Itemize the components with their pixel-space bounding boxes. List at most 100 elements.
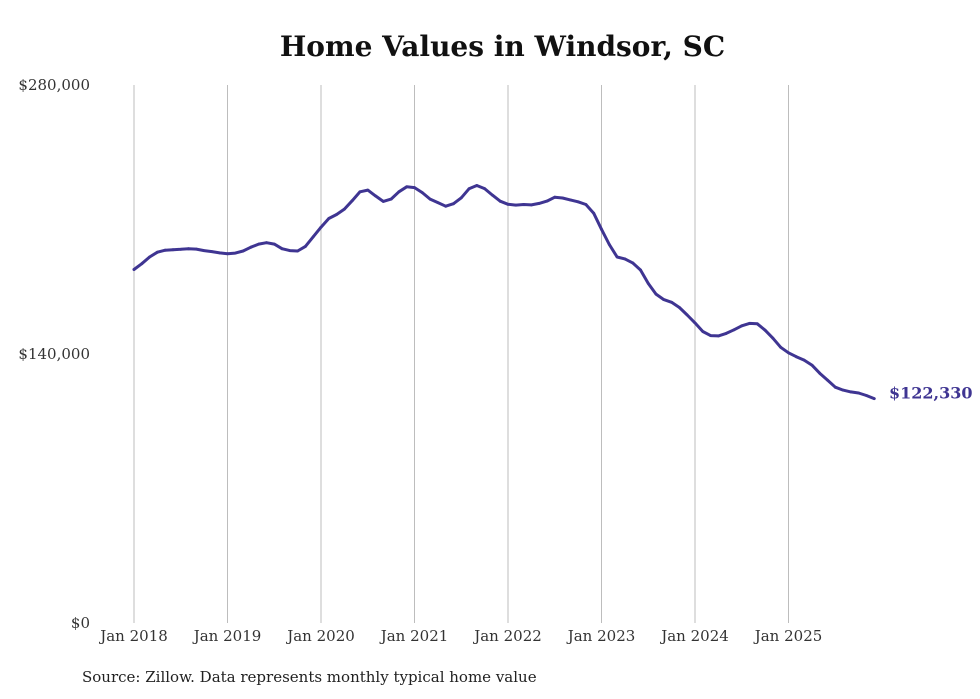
y-tick-label: $0 xyxy=(71,614,90,632)
data-point xyxy=(420,191,424,195)
data-point xyxy=(514,203,518,207)
data-point xyxy=(670,300,673,304)
data-point xyxy=(607,243,611,246)
data-point xyxy=(802,358,806,362)
data-point xyxy=(265,241,268,245)
data-point xyxy=(623,257,627,261)
data-point xyxy=(631,261,635,265)
data-point xyxy=(568,198,572,202)
data-point xyxy=(179,247,183,251)
data-point xyxy=(194,247,198,251)
x-tick-label: Jan 2019 xyxy=(192,627,262,645)
series-points xyxy=(132,184,876,400)
data-point xyxy=(272,242,276,246)
x-tick-label: Jan 2025 xyxy=(753,627,823,645)
data-point xyxy=(296,249,299,253)
data-point xyxy=(755,322,759,326)
data-point xyxy=(537,202,541,205)
data-point xyxy=(311,235,315,239)
data-point xyxy=(678,306,681,309)
data-point xyxy=(685,313,689,317)
data-point xyxy=(522,203,525,206)
data-point xyxy=(701,330,705,333)
x-tick-label: Jan 2023 xyxy=(566,627,636,645)
chart-title: Home Values in Windsor, SC xyxy=(279,30,726,63)
y-tick-label: $280,000 xyxy=(18,76,90,94)
series-line-layer xyxy=(132,184,876,401)
x-tick-label: Jan 2018 xyxy=(98,627,168,645)
data-point xyxy=(459,196,463,200)
data-point xyxy=(413,186,416,190)
data-point xyxy=(163,248,167,252)
data-point xyxy=(491,193,494,197)
x-axis-ticks: Jan 2018 Jan 2019 Jan 2020 Jan 2021 Jan 2022… xyxy=(98,627,822,645)
data-point xyxy=(561,196,564,200)
data-point xyxy=(826,378,829,382)
data-point xyxy=(226,252,229,256)
data-point xyxy=(249,245,253,249)
data-point xyxy=(389,197,393,201)
data-point xyxy=(724,332,728,335)
series-line xyxy=(132,184,876,401)
data-point xyxy=(319,225,323,229)
data-point xyxy=(405,185,409,189)
data-point xyxy=(444,204,448,208)
gridlines xyxy=(133,85,789,623)
y-tick-label: $140,000 xyxy=(18,345,90,363)
data-point xyxy=(506,202,510,206)
data-point xyxy=(872,397,876,400)
data-point xyxy=(288,249,292,253)
data-point xyxy=(810,363,814,367)
data-point xyxy=(693,321,697,325)
data-point xyxy=(841,388,845,392)
data-point xyxy=(865,394,868,397)
data-point xyxy=(475,184,479,187)
data-point xyxy=(857,391,860,395)
data-point xyxy=(615,255,619,259)
data-point xyxy=(233,251,237,255)
data-point xyxy=(374,194,377,198)
data-point xyxy=(148,255,152,259)
data-point xyxy=(553,195,557,199)
y-axis-ticks: $0 $140,000 $280,000 xyxy=(18,76,90,632)
data-point xyxy=(646,282,650,285)
data-point xyxy=(366,188,370,192)
data-point xyxy=(257,242,261,246)
data-point xyxy=(335,213,338,216)
data-point xyxy=(849,390,853,394)
data-point xyxy=(436,201,440,205)
data-point xyxy=(600,227,603,231)
data-point xyxy=(187,247,190,251)
end-value-label: $122,330 xyxy=(889,384,973,403)
data-point xyxy=(358,190,362,194)
data-point xyxy=(787,351,790,355)
data-point xyxy=(740,324,744,328)
data-point xyxy=(381,200,385,203)
data-point xyxy=(748,322,751,325)
data-point xyxy=(592,211,596,215)
data-point xyxy=(327,217,331,220)
data-point xyxy=(350,199,354,203)
data-point xyxy=(218,251,222,255)
data-point xyxy=(304,245,307,248)
data-point xyxy=(452,202,455,206)
data-point xyxy=(171,248,175,252)
data-point xyxy=(717,334,720,338)
data-point xyxy=(709,334,712,337)
data-point xyxy=(428,197,432,201)
data-point xyxy=(732,328,736,332)
data-point xyxy=(771,336,775,340)
x-tick-label: Jan 2021 xyxy=(379,627,449,645)
data-point xyxy=(343,207,346,211)
data-point xyxy=(280,247,284,251)
x-tick-label: Jan 2020 xyxy=(285,627,355,645)
data-point xyxy=(530,203,533,207)
data-point xyxy=(639,268,642,272)
data-point xyxy=(202,249,206,253)
data-point xyxy=(156,250,159,254)
data-point xyxy=(140,262,144,266)
data-point xyxy=(498,199,502,203)
data-point xyxy=(662,298,666,301)
data-point xyxy=(397,190,401,194)
data-point xyxy=(654,292,658,296)
